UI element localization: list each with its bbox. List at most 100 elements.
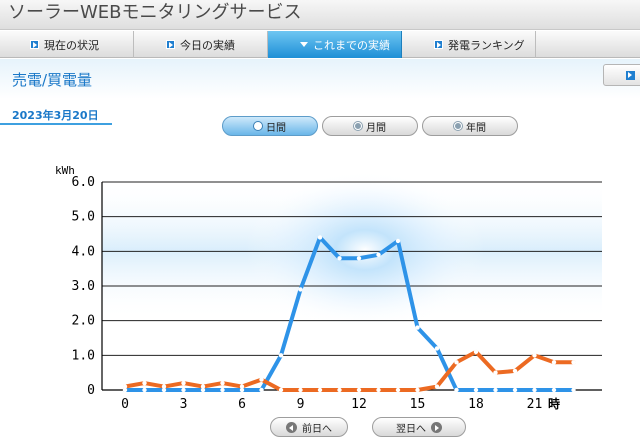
tab-label: これまでの実績 — [313, 38, 390, 52]
period-tab-daily[interactable]: 日間 — [222, 116, 318, 136]
series-2-point — [259, 377, 264, 382]
y-tick-label: 5.0 — [72, 210, 95, 225]
series-2-point — [356, 387, 362, 393]
date-label: 2023年3月20日 — [12, 109, 99, 122]
x-axis-label: 時 — [548, 396, 560, 410]
series-1-point — [200, 387, 206, 393]
main-nav: 現在の状況 今日の実績 これまでの実績 発電ランキング — [0, 30, 640, 58]
tab-label: 今日の実績 — [180, 38, 235, 52]
series-1-point — [181, 387, 186, 393]
series-1-point — [512, 387, 518, 393]
day-navigation: 前日へ 翌日へ — [270, 417, 466, 437]
arrow-right-icon — [30, 40, 39, 49]
x-tick-label: 9 — [297, 397, 305, 410]
arrow-right-icon — [166, 40, 175, 49]
series-1-point — [298, 287, 303, 292]
series-1-point — [356, 256, 362, 261]
arrow-right-icon — [626, 71, 635, 80]
radio-icon — [354, 122, 362, 130]
series-2-point — [298, 387, 303, 393]
period-tab-label: 月間 — [366, 122, 386, 134]
y-tick-label: 3.0 — [72, 279, 95, 294]
side-menu-button[interactable] — [603, 64, 640, 86]
series-1-point — [376, 252, 381, 257]
section-header: 売電/買電量 — [0, 59, 640, 99]
period-tab-yearly[interactable]: 年間 — [422, 116, 518, 136]
y-tick-label: 1.0 — [72, 348, 95, 363]
series-1-point — [571, 387, 576, 393]
series-1-point — [239, 387, 245, 393]
y-tick-label: 4.0 — [72, 244, 95, 259]
series-2-point — [395, 387, 401, 393]
radio-icon — [254, 122, 262, 130]
series-1-point — [122, 387, 128, 393]
series-2-point — [434, 384, 440, 389]
tab-current-status[interactable]: 現在の状況 — [0, 31, 134, 58]
radio-icon — [454, 122, 462, 130]
series-1-point — [317, 235, 323, 240]
series-1-point — [395, 238, 401, 244]
energy-chart: 0 1.0 2.0 3.0 4.0 5.0 6.0 0 3 6 9 12 15 18 21 時 kWh — [0, 150, 640, 410]
series-1-point — [220, 387, 225, 393]
series-1-point — [142, 387, 147, 393]
period-tab-label: 日間 — [266, 122, 286, 134]
arrow-left-icon — [286, 421, 297, 433]
series-2-point — [512, 368, 518, 374]
series-1-point — [493, 387, 498, 393]
y-tick-label: 0 — [87, 383, 95, 398]
prev-day-label: 前日へ — [302, 423, 332, 435]
series-1-point — [434, 346, 440, 351]
series-1-point — [551, 387, 557, 393]
series-2-point — [337, 387, 342, 393]
prev-day-button[interactable]: 前日へ — [270, 417, 348, 437]
tab-history-results[interactable]: これまでの実績 — [268, 31, 402, 58]
series-2-point — [239, 384, 245, 389]
x-tick-label: 3 — [180, 397, 188, 410]
arrow-right-icon — [431, 421, 442, 433]
series-1-point — [473, 387, 479, 393]
y-tick-label: 6.0 — [72, 175, 95, 190]
tab-label: 発電ランキング — [448, 38, 525, 52]
series-2-point — [161, 384, 167, 389]
series-2-point — [551, 360, 557, 365]
series-2-line — [123, 349, 576, 392]
series-2-point — [473, 349, 479, 355]
series-2-point — [200, 384, 206, 389]
next-day-button[interactable]: 翌日へ — [372, 417, 466, 437]
series-2-point — [142, 380, 147, 386]
series-1-point — [259, 387, 264, 393]
arrow-right-icon — [434, 40, 443, 49]
tab-today-results[interactable]: 今日の実績 — [134, 31, 268, 58]
y-tick-label: 2.0 — [72, 314, 95, 329]
series-1-point — [454, 387, 459, 393]
arrow-down-icon — [300, 40, 308, 49]
series-2-point — [493, 370, 498, 375]
app-title: ソーラーWEBモニタリングサービス — [0, 0, 640, 30]
period-tab-monthly[interactable]: 月間 — [322, 116, 418, 136]
section-title: 売電/買電量 — [12, 71, 93, 89]
series-1-point — [415, 325, 420, 330]
series-2-point — [181, 380, 186, 386]
x-tick-label: 12 — [351, 397, 367, 410]
chart-background-glow — [245, 170, 485, 330]
next-day-label: 翌日へ — [396, 423, 426, 435]
series-2-point — [317, 387, 323, 393]
series-2-point — [571, 360, 576, 365]
series-2-point — [376, 387, 381, 393]
x-tick-label: 15 — [410, 397, 426, 410]
x-tick-label: 0 — [121, 397, 129, 410]
period-tabs: 日間 月間 年間 — [222, 116, 518, 136]
y-axis-unit: kWh — [55, 164, 75, 177]
series-2-point — [122, 384, 128, 389]
series-2-point — [532, 353, 537, 358]
x-tick-label: 6 — [238, 397, 246, 410]
chart-canvas: 0 1.0 2.0 3.0 4.0 5.0 6.0 0 3 6 9 12 15 18 21 時 kWh — [55, 164, 602, 410]
series-2-point — [415, 387, 420, 393]
series-1-point — [278, 353, 284, 358]
tab-label: 現在の状況 — [44, 38, 99, 52]
series-2-point — [454, 360, 459, 365]
series-2-point — [220, 380, 225, 386]
series-2-point — [278, 387, 284, 393]
date-underline — [0, 123, 112, 125]
tab-generation-ranking[interactable]: 発電ランキング — [402, 31, 536, 58]
